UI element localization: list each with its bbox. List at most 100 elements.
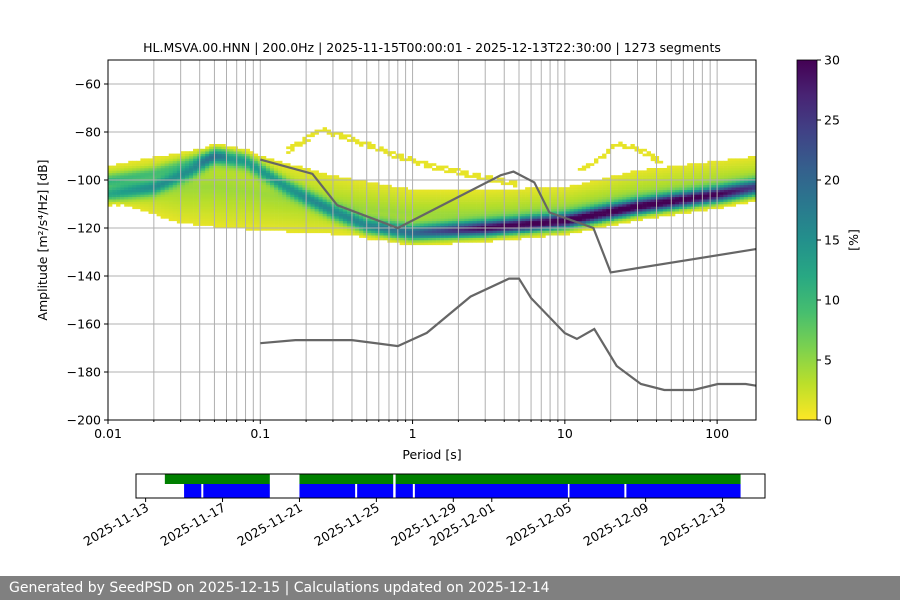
heatmap-cell (484, 204, 489, 207)
heatmap-cell (140, 177, 145, 181)
heatmap-cell (342, 218, 348, 222)
heatmap-cell (513, 180, 518, 183)
heatmap-cell (513, 196, 518, 200)
heatmap-cell (164, 204, 170, 207)
heatmap-cell (719, 168, 724, 171)
heatmap-cell (120, 175, 125, 178)
heatmap-cell (164, 208, 170, 212)
heatmap-cell (270, 158, 275, 162)
heatmap-cell (318, 220, 323, 224)
heatmap-cell (432, 232, 437, 236)
heatmap-cell (128, 196, 133, 200)
heatmap-cell (217, 170, 222, 174)
heatmap-cell (359, 182, 364, 186)
heatmap-cell (140, 189, 145, 193)
heatmap-cell (484, 225, 489, 229)
heatmap-cell (213, 182, 218, 186)
heatmap-cell (128, 180, 133, 183)
heatmap-cell (464, 206, 469, 210)
heatmap-cell (144, 204, 149, 207)
heatmap-cell (537, 225, 542, 229)
heatmap-cell (245, 175, 251, 178)
heatmap-cell (407, 206, 413, 210)
heatmap-cell (290, 170, 295, 174)
heatmap-cell (302, 189, 307, 193)
heatmap-cell (585, 213, 591, 217)
heatmap-cell (683, 177, 688, 181)
heatmap-cell (436, 192, 441, 195)
heatmap-cell (136, 182, 141, 186)
heatmap-cell (500, 194, 506, 198)
heatmap-cell (440, 216, 445, 219)
heatmap-cell (585, 201, 591, 205)
heatmap-cell (355, 208, 360, 212)
heatmap-cell (225, 187, 230, 190)
heatmap-cell (553, 218, 558, 222)
heatmap-cell (326, 129, 332, 133)
heatmap-cell (602, 189, 607, 193)
heatmap-cell (448, 168, 453, 171)
heatmap-cell (622, 180, 627, 183)
heatmap-cell (136, 189, 141, 193)
heatmap-cell (298, 194, 303, 198)
heatmap-cell (464, 194, 469, 198)
heatmap-cell (193, 211, 198, 214)
heatmap-cell (342, 223, 348, 226)
heatmap-cell (577, 184, 583, 188)
heatmap-cell (399, 211, 404, 214)
heatmap-cell (116, 170, 121, 174)
heatmap-cell (359, 141, 364, 145)
heatmap-cell (144, 177, 149, 181)
heatmap-cell (488, 201, 494, 205)
heatmap-cell (367, 228, 372, 231)
heatmap-cell (618, 201, 623, 205)
y-tick-label: −180 (67, 365, 101, 380)
coverage-psd-span (626, 484, 741, 498)
heatmap-cell (132, 168, 137, 171)
heatmap-cell (140, 206, 145, 210)
heatmap-cell (521, 206, 526, 210)
heatmap-cell (128, 172, 133, 176)
heatmap-cell (492, 199, 498, 202)
heatmap-cell (371, 199, 376, 202)
heatmap-cell (658, 175, 664, 178)
heatmap-cell (699, 204, 704, 207)
heatmap-cell (432, 199, 437, 202)
heatmap-cell (241, 182, 246, 186)
heatmap-cell (407, 156, 413, 159)
heatmap-cell (573, 189, 579, 193)
heatmap-cell (286, 180, 291, 183)
heatmap-cell (480, 235, 485, 238)
heatmap-cell (525, 196, 530, 200)
heatmap-cell (569, 204, 575, 207)
heatmap-cell (476, 225, 481, 229)
heatmap-cell (419, 216, 425, 219)
heatmap-cell (172, 189, 178, 193)
heatmap-cell (294, 175, 299, 178)
heatmap-cell (646, 180, 651, 183)
heatmap-cell (419, 160, 425, 164)
heatmap-cell (634, 177, 639, 181)
heatmap-cell (630, 175, 635, 178)
heatmap-cell (128, 160, 133, 164)
heatmap-cell (201, 201, 206, 205)
heatmap-cell (460, 232, 465, 236)
heatmap-cell (172, 180, 178, 183)
heatmap-cell (249, 163, 255, 166)
heatmap-cell (346, 192, 352, 195)
heatmap-cell (670, 168, 676, 171)
heatmap-cell (460, 192, 465, 195)
heatmap-cell (468, 232, 473, 236)
heatmap-cell (306, 177, 311, 181)
heatmap-cell (176, 218, 182, 222)
heatmap-cell (504, 220, 510, 224)
heatmap-cell (213, 194, 218, 198)
heatmap-cell (338, 196, 344, 200)
heatmap-cell (322, 199, 327, 202)
heatmap-cell (241, 199, 246, 202)
heatmap-cell (265, 228, 271, 231)
heatmap-cell (626, 180, 631, 183)
heatmap-cell (440, 165, 445, 169)
heatmap-cell (452, 211, 457, 214)
heatmap-cell (460, 225, 465, 229)
